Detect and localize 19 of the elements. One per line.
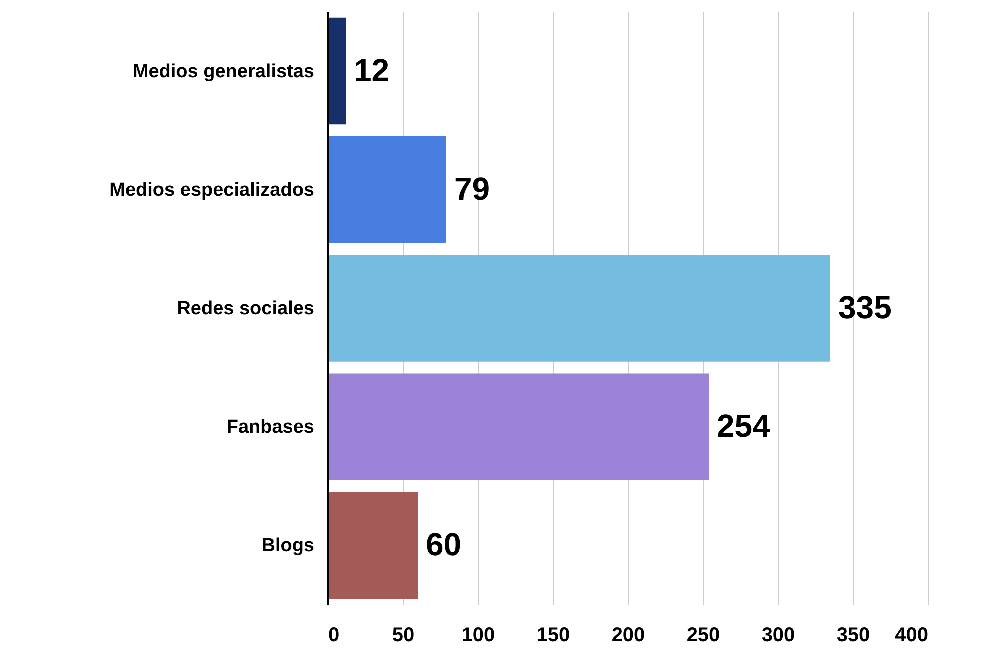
y-tick-label: Medios generalistas [132, 61, 314, 82]
x-tick-label: 50 [392, 624, 415, 646]
y-tick-label: Redes sociales [177, 298, 314, 320]
x-tick-label: 0 [328, 624, 340, 646]
y-tick-label: Fanbases [226, 417, 314, 438]
x-tick-label: 400 [895, 624, 928, 646]
data-label: 60 [426, 526, 462, 563]
data-label: 79 [454, 170, 490, 207]
x-tick-label: 350 [836, 624, 870, 646]
x-tick-label: 200 [612, 624, 646, 646]
x-tick-label: 150 [536, 624, 570, 646]
x-tick-label: 100 [462, 624, 496, 646]
x-tick-label: 300 [762, 624, 796, 646]
y-tick-label: Blogs [262, 536, 314, 557]
data-label: 335 [838, 290, 892, 326]
data-label: 254 [717, 408, 771, 444]
data-label: 12 [354, 52, 390, 88]
x-tick-label: 250 [686, 624, 720, 646]
y-tick-label: Medios especializados [110, 180, 314, 201]
